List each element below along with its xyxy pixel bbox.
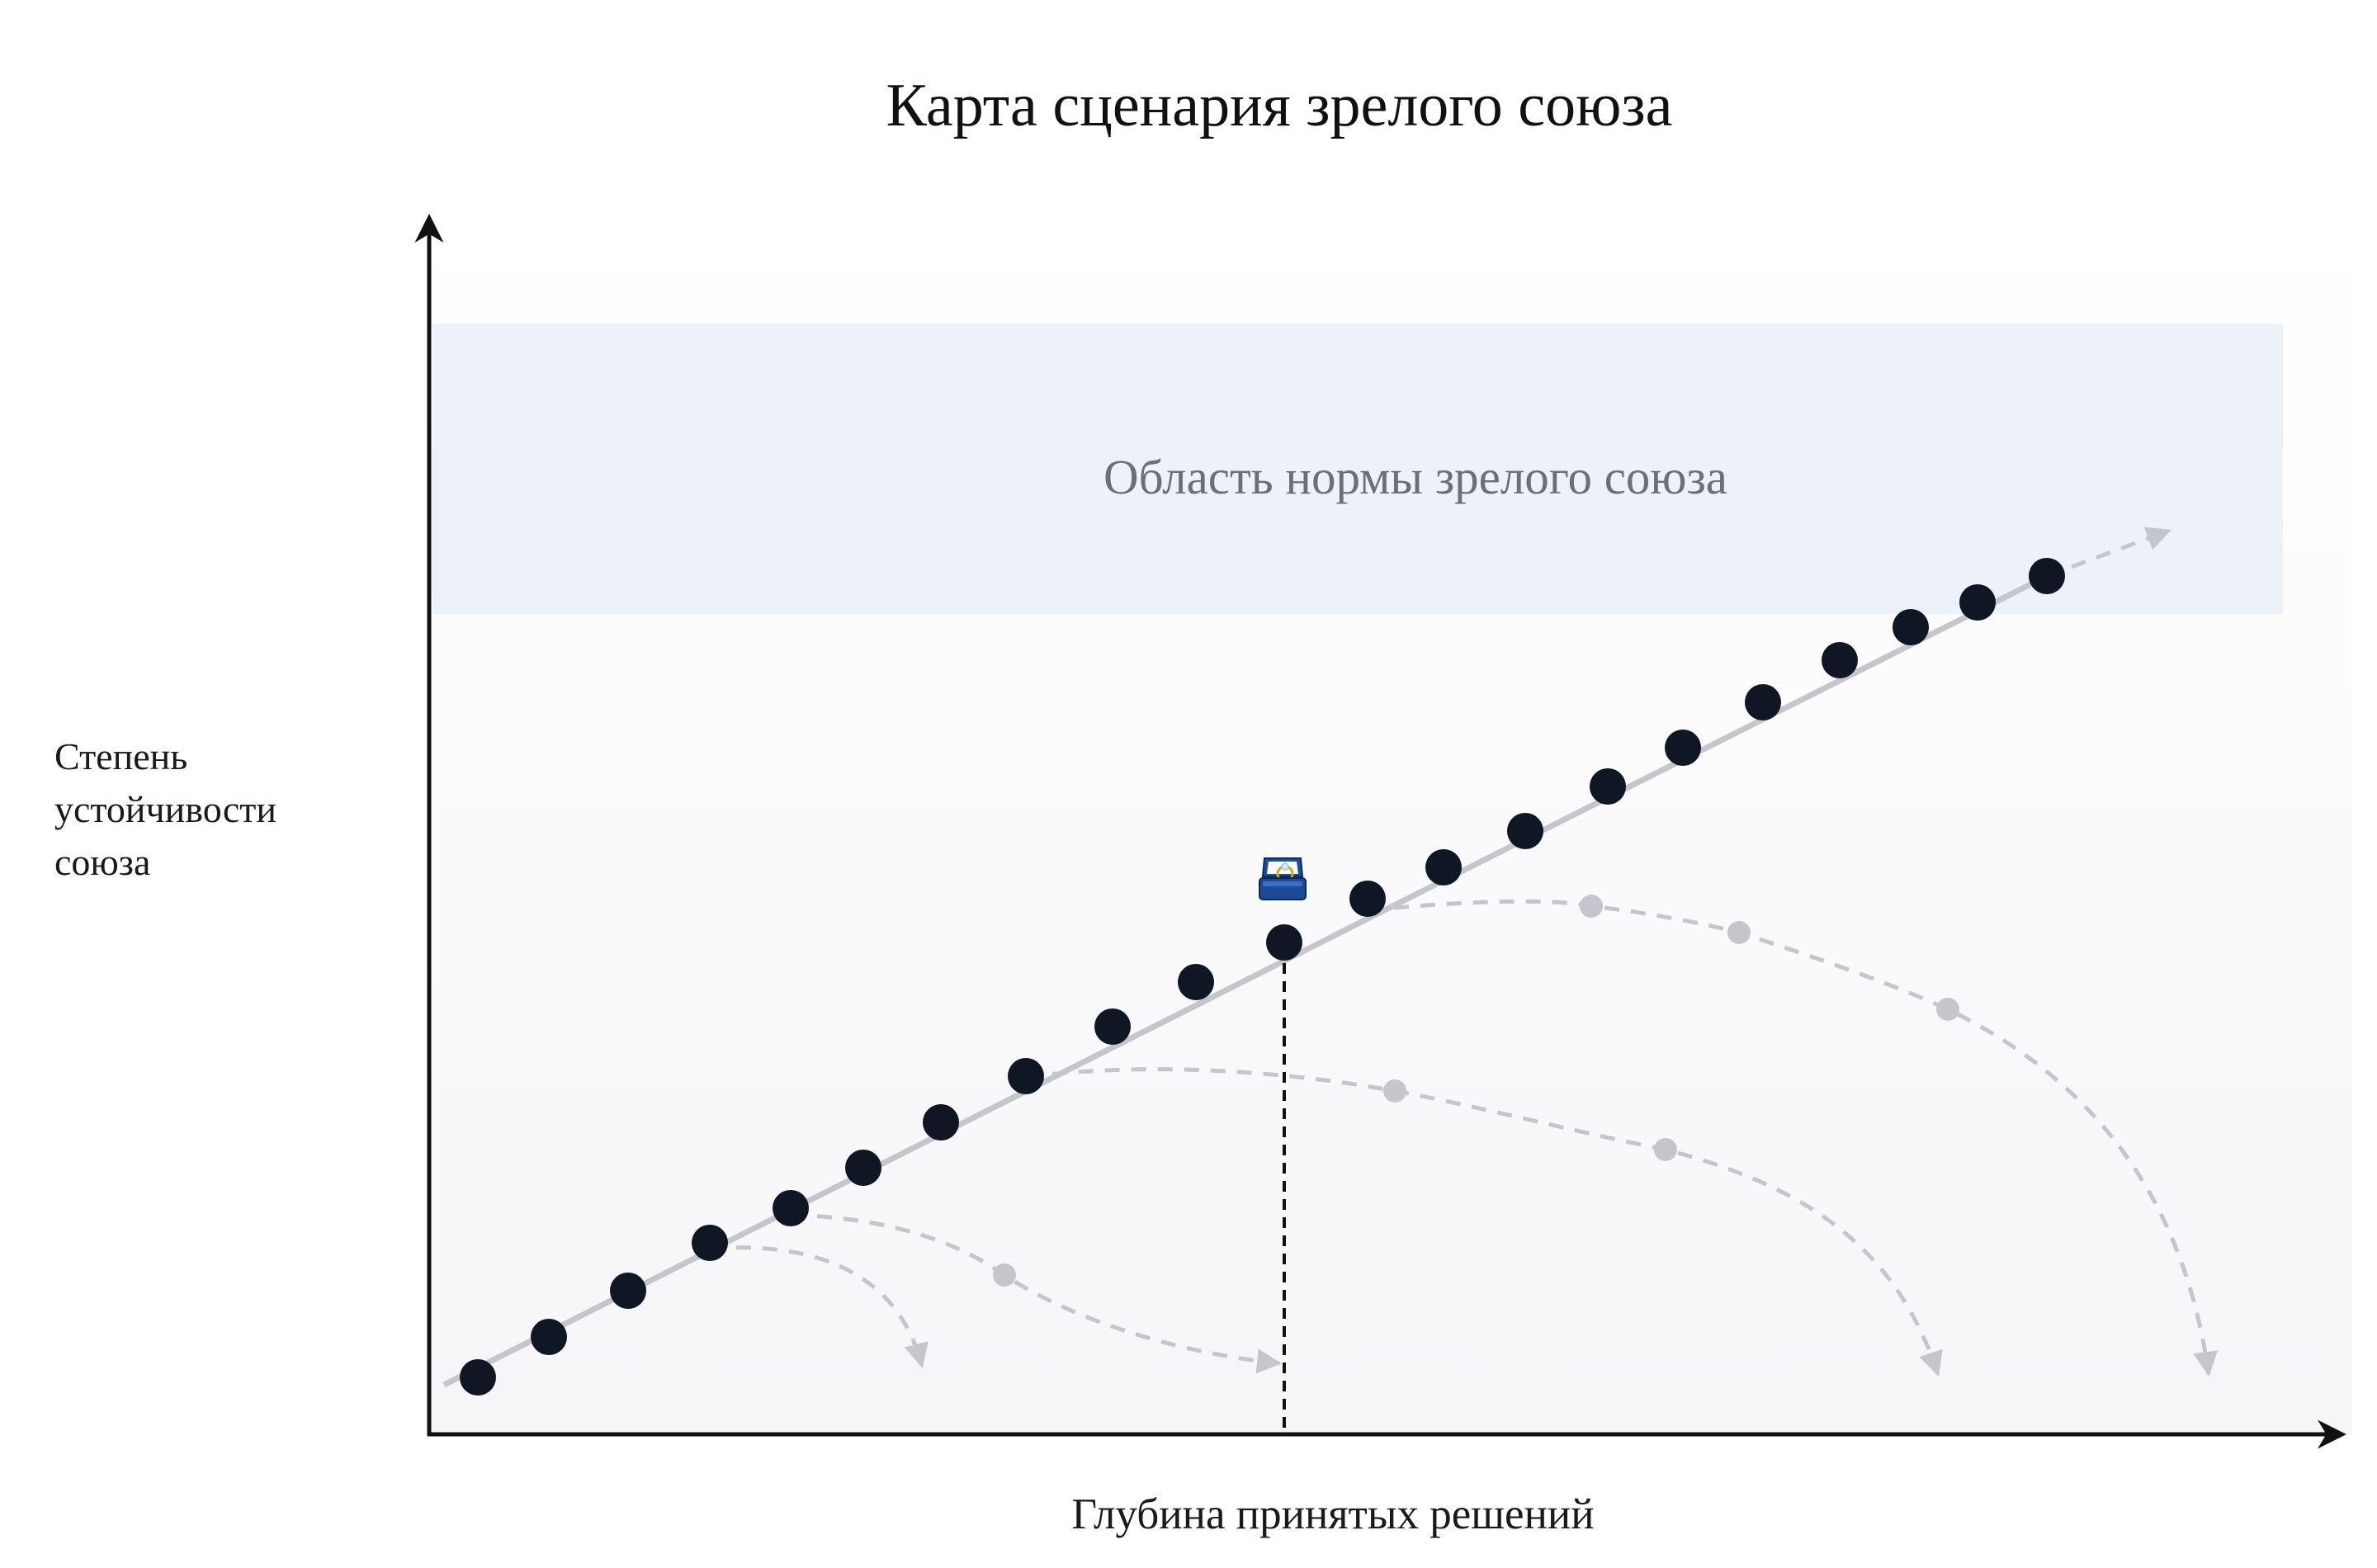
- ring-box-base-shine: [1263, 881, 1302, 886]
- branch-node: [1654, 1138, 1677, 1161]
- branch-node: [993, 1263, 1016, 1287]
- norm-zone-band: [432, 324, 2283, 614]
- trajectory-dot: [1665, 730, 1701, 766]
- trajectory-dot: [845, 1150, 881, 1186]
- branch-node: [1936, 998, 1959, 1021]
- y-axis-label: Степень устойчивости союза: [54, 735, 286, 883]
- branch-node: [1383, 1079, 1406, 1103]
- trajectory-dot: [460, 1359, 496, 1396]
- chart-title: Карта сценария зрелого союза: [886, 72, 1673, 139]
- norm-zone-label: Область нормы зрелого союза: [1103, 450, 1727, 504]
- ring-gem-icon: [1281, 862, 1289, 871]
- branch-node: [1580, 895, 1603, 918]
- trajectory-dot: [1178, 964, 1214, 1000]
- branch-nodes: [993, 895, 1959, 1287]
- trajectory-dot: [2029, 558, 2065, 594]
- trajectory-dot: [1008, 1058, 1044, 1094]
- ring-box-base: [1259, 877, 1307, 900]
- branch-path-3: [1025, 1067, 1943, 1377]
- trajectory-dot: [923, 1104, 959, 1141]
- trajectory-dot: [692, 1225, 728, 1261]
- trajectory-dot: [1590, 768, 1626, 805]
- trajectory-dot: [1745, 684, 1781, 720]
- trajectory-dot: [1959, 584, 1996, 621]
- trajectory-dot: [1094, 1008, 1131, 1045]
- main-trajectory-dots: [460, 558, 2065, 1396]
- trajectory-dot: [1266, 924, 1302, 961]
- branch-node: [1727, 921, 1751, 944]
- trajectory-dot: [1425, 849, 1462, 886]
- branch-path-1: [709, 1245, 929, 1368]
- trajectory-dot: [610, 1273, 646, 1309]
- main-trajectory-extension: [2046, 527, 2171, 579]
- y-axis-label-line-2: устойчивости: [54, 788, 276, 830]
- ring-box-icon: [1259, 857, 1307, 900]
- trajectory-dot: [1349, 881, 1386, 917]
- trajectory-dot: [1507, 813, 1543, 849]
- trajectory-dot: [531, 1319, 567, 1355]
- trajectory-dot: [773, 1190, 809, 1226]
- trajectory-dot: [1822, 642, 1858, 678]
- x-axis-label: Глубина принятых решений: [1071, 1490, 1594, 1538]
- y-axis-label-line-3: союза: [54, 841, 150, 883]
- y-axis-label-line-1: Степень: [54, 735, 187, 777]
- trajectory-dot: [1893, 609, 1929, 645]
